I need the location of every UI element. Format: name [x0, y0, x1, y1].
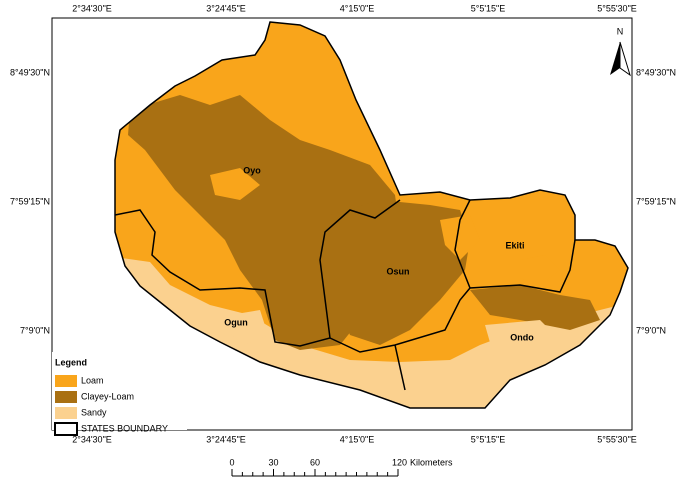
latitude-label: 7°9'0"N — [636, 325, 666, 335]
sandy-patch — [228, 310, 560, 360]
latitude-label: 7°59'15"N — [10, 196, 50, 206]
scale-unit: Kilometers — [410, 457, 453, 467]
latitude-label: 7°9'0"N — [20, 325, 50, 335]
legend-label: Loam — [81, 375, 104, 385]
longitude-label: 5°5'15"E — [471, 434, 506, 444]
longitude-label: 3°24'45"E — [206, 3, 246, 13]
latitude-label: 8°49'30"N — [10, 67, 50, 77]
map-frame — [51, 17, 633, 431]
north-arrow — [610, 41, 631, 77]
legend-label: STATES BOUNDARY — [81, 423, 168, 433]
state-boundary — [114, 199, 401, 347]
scale-label: 0 — [229, 457, 234, 467]
legend-title: Legend — [55, 357, 87, 367]
longitude-label: 5°55'30"E — [597, 3, 637, 13]
north-arrow-half — [619, 41, 631, 77]
longitude-label: 3°24'45"E — [206, 434, 246, 444]
clayey-loam-area — [470, 285, 600, 330]
state-boundary — [329, 199, 576, 391]
scale-label: 120 — [392, 457, 407, 467]
region-label: Ekiti — [505, 240, 524, 250]
north-arrow-half — [610, 42, 620, 75]
region-label: Ondo — [510, 332, 534, 342]
scale-bar: 0 30 60 120 Kilometers — [229, 457, 453, 477]
legend-swatch — [55, 391, 77, 403]
latitude-label: 8°49'30"N — [636, 67, 676, 77]
north-label: N — [617, 26, 624, 36]
region-label: Osun — [386, 266, 409, 276]
longitude-label: 5°5'15"E — [471, 3, 506, 13]
region-label: Oyo — [243, 165, 261, 175]
legend-label: Clayey-Loam — [81, 391, 134, 401]
longitude-label: 5°55'30"E — [597, 434, 637, 444]
scale-label: 30 — [268, 457, 278, 467]
loam-patch — [210, 168, 560, 285]
clayey-loam-area — [325, 200, 470, 345]
legend-swatch — [54, 422, 78, 436]
legend-swatch — [55, 407, 77, 419]
longitude-label: 2°34'30"E — [72, 434, 112, 444]
scale-label: 60 — [310, 457, 320, 467]
longitude-label: 4°15'0"E — [340, 434, 375, 444]
longitude-label: 4°15'0"E — [340, 3, 375, 13]
legend-label: Sandy — [81, 407, 107, 417]
latitude-label: 7°59'15"N — [636, 196, 676, 206]
longitude-label: 2°34'30"E — [72, 3, 112, 13]
legend-swatch — [55, 375, 77, 387]
region-label: Ogun — [224, 317, 248, 327]
